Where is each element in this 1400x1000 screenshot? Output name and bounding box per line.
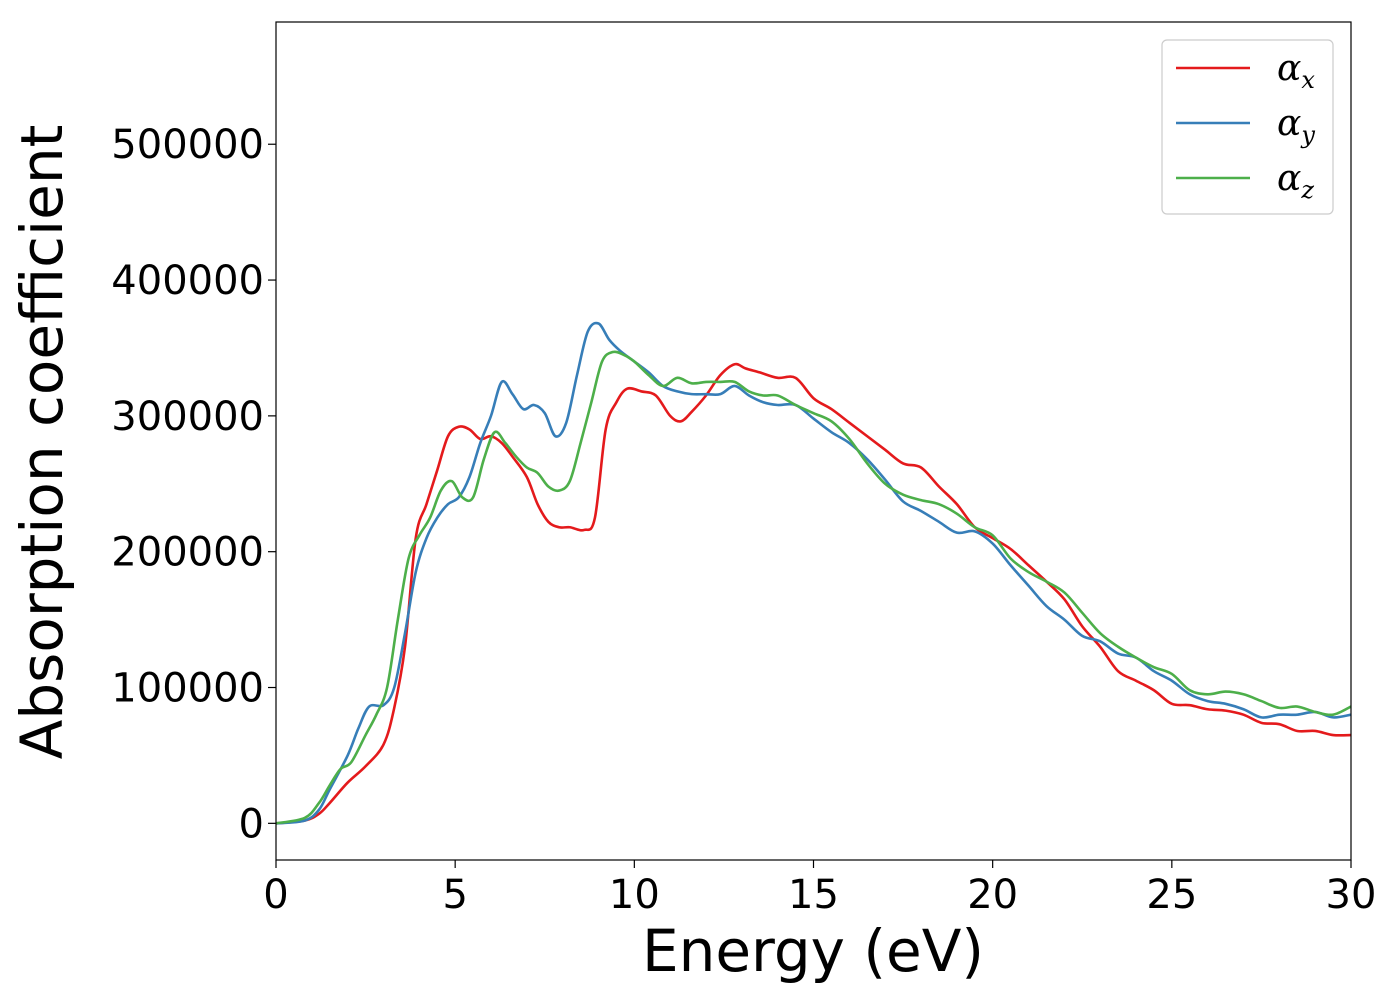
y-tick-label: 100000 [111, 666, 264, 712]
y-tick-label: 400000 [111, 258, 264, 304]
y-axis-title: Absorption coefficient [8, 125, 76, 760]
x-tick-label: 5 [442, 872, 467, 918]
x-tick-label: 10 [609, 872, 660, 918]
x-tick-label: 20 [967, 872, 1018, 918]
legend-box [1161, 39, 1334, 215]
x-tick-label: 25 [1146, 872, 1197, 918]
legend-label-y: αy [1277, 103, 1315, 149]
legend: αx αy αz [1161, 39, 1334, 215]
y-tick-label: 500000 [111, 122, 264, 168]
x-tick-label: 15 [788, 872, 839, 918]
series-line-x [276, 362, 1351, 825]
axis-ticks: 0 5 10 15 20 25 30 0 100000 200000 300000 400000 500… [111, 122, 1376, 918]
legend-label-x: αx [1277, 48, 1315, 94]
x-axis-title: Energy (eV) [642, 917, 984, 985]
x-tick-label: 30 [1326, 872, 1377, 918]
y-tick-label: 200000 [111, 530, 264, 576]
y-tick-label: 300000 [111, 394, 264, 440]
series-line-z [276, 350, 1351, 825]
x-tick-label: 0 [263, 872, 288, 918]
y-tick-label: 0 [239, 801, 264, 847]
legend-label-z: αz [1277, 158, 1314, 204]
